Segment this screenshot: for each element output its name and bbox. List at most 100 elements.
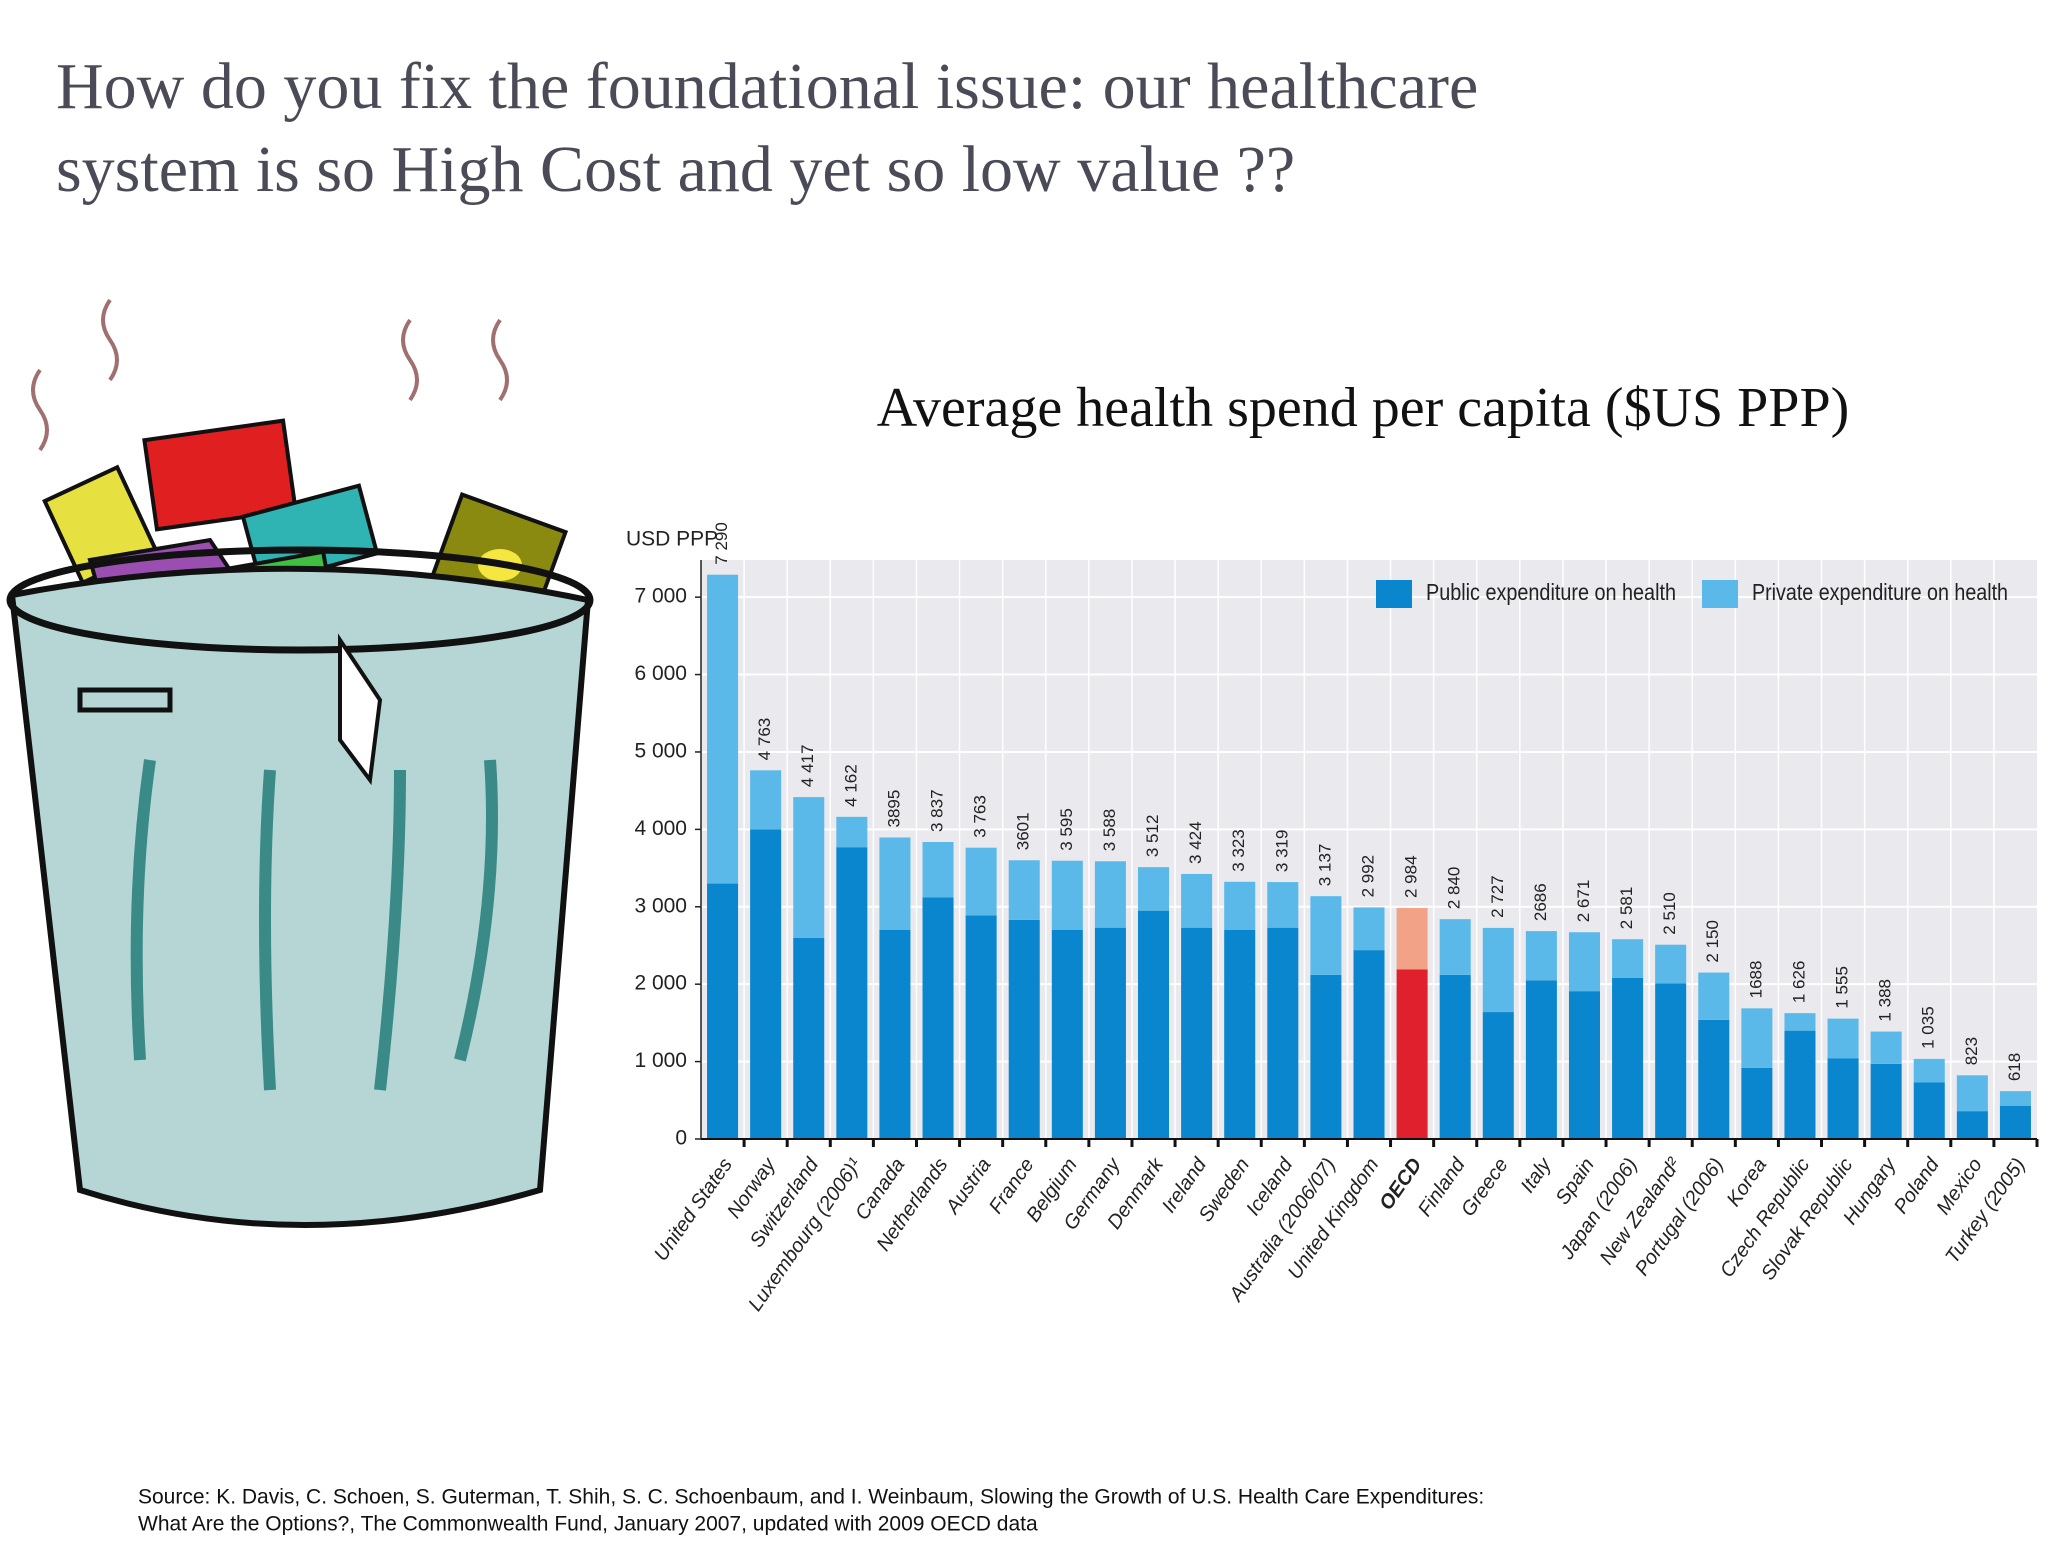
total-label: 3 595	[1057, 808, 1076, 851]
trash-can-illustration	[6, 298, 594, 1228]
bar-segment	[750, 829, 782, 1139]
bar-segment	[1267, 882, 1299, 928]
total-label: 1 626	[1789, 961, 1808, 1004]
bar-segment	[1224, 930, 1256, 1139]
bar-segment	[1999, 1091, 2031, 1106]
bar-segment	[1956, 1075, 1988, 1112]
total-label: 3 319	[1272, 830, 1291, 873]
total-label: 3 424	[1186, 821, 1205, 864]
bar-segment	[1698, 1019, 1730, 1139]
bar-segment	[1741, 1067, 1773, 1139]
y-tick-label: 4 000	[634, 817, 687, 840]
bar-segment	[1353, 950, 1385, 1139]
bar-segment	[1655, 983, 1687, 1139]
total-label: 3 588	[1100, 809, 1119, 852]
bar-segment	[1310, 896, 1342, 975]
bar-segment	[836, 847, 868, 1139]
total-label: 823	[1962, 1037, 1981, 1065]
total-label: 3 137	[1315, 844, 1334, 887]
bar-segment	[1181, 927, 1213, 1139]
bar-segment	[922, 841, 954, 898]
bar-segment	[1353, 907, 1385, 951]
bar-segment	[1224, 881, 1256, 931]
bar-segment	[1482, 1012, 1514, 1139]
total-label: 1 555	[1833, 966, 1852, 1009]
bar-segment	[1482, 927, 1514, 1013]
total-label: 2 840	[1445, 867, 1464, 910]
bar-segment	[1784, 1030, 1816, 1139]
y-tick-label: 5 000	[634, 740, 687, 763]
x-tick-label: Austria	[941, 1154, 995, 1218]
y-tick-label: 2 000	[634, 972, 687, 995]
total-label: 2 984	[1402, 855, 1421, 898]
bar-segment	[1008, 919, 1040, 1139]
bar-segment	[1138, 910, 1170, 1139]
y-axis-label: USD PPP	[626, 528, 718, 551]
legend-swatch	[1702, 580, 1738, 608]
bar-segment	[793, 937, 825, 1139]
total-label: 2686	[1531, 883, 1550, 921]
total-label: 3895	[884, 790, 903, 828]
bar-segment	[1956, 1111, 1988, 1139]
bar-segment	[1827, 1058, 1859, 1139]
bar-segment	[1439, 974, 1471, 1139]
bar-segment	[707, 574, 739, 884]
total-label: 3 763	[971, 795, 990, 838]
bar-segment	[1568, 991, 1600, 1139]
source-note: Source: K. Davis, C. Schoen, S. Guterman…	[138, 1486, 1484, 1509]
legend-swatch	[1376, 580, 1412, 608]
total-label: 2 992	[1358, 855, 1377, 898]
bar-segment	[879, 930, 911, 1139]
bar-segment	[1612, 977, 1644, 1139]
total-label: 3 837	[928, 789, 947, 832]
source-note: What Are the Options?, The Commonwealth …	[138, 1513, 1038, 1536]
bar-segment	[1655, 944, 1687, 984]
bar-segment	[1741, 1008, 1773, 1068]
x-tick-label: Italy	[1517, 1153, 1557, 1196]
bar-segment	[1051, 930, 1083, 1139]
slide-title: How do you fix the foundational issue: o…	[56, 50, 1478, 123]
bar-segment	[1525, 980, 1557, 1139]
total-label: 4 763	[755, 718, 774, 761]
bar-segment	[1138, 867, 1170, 911]
total-label: 4 162	[841, 764, 860, 807]
bar-segment	[1568, 932, 1600, 992]
total-label: 3 323	[1229, 829, 1248, 872]
y-tick-label: 3 000	[634, 894, 687, 917]
y-tick-label: 0	[675, 1127, 687, 1150]
y-tick-label: 1 000	[634, 1049, 687, 1072]
bar-segment	[1698, 972, 1730, 1020]
bar-segment	[1310, 974, 1342, 1139]
bar-segment	[1999, 1105, 2031, 1139]
total-label: 1 388	[1876, 979, 1895, 1022]
bar-segment	[1396, 908, 1428, 970]
total-label: 2 671	[1574, 880, 1593, 923]
total-label: 3 512	[1143, 815, 1162, 858]
bar-segment	[922, 897, 954, 1139]
bar-segment	[1784, 1013, 1816, 1031]
bar-segment	[1913, 1058, 1945, 1083]
slide-title: system is so High Cost and yet so low va…	[56, 133, 1295, 206]
bar-segment	[879, 837, 911, 931]
total-label: 1 035	[1919, 1006, 1938, 1049]
total-label: 2 581	[1617, 887, 1636, 930]
bar-segment	[1094, 861, 1126, 928]
total-label: 2 727	[1488, 875, 1507, 918]
bar-segment	[1008, 860, 1040, 920]
bar-segment	[1870, 1063, 1902, 1139]
bar-segment	[1181, 873, 1213, 928]
bar-segment	[1525, 931, 1557, 981]
total-label: 618	[2005, 1053, 2024, 1081]
bar-segment	[965, 847, 997, 916]
bar-segment	[707, 883, 739, 1139]
bar-segment	[965, 915, 997, 1139]
total-label: 3601	[1014, 812, 1033, 850]
bar-segment	[1913, 1082, 1945, 1139]
bar-segment	[1396, 969, 1428, 1139]
total-label: 7 290	[712, 522, 731, 565]
legend-label: Private expenditure on health	[1752, 579, 2008, 605]
y-tick-label: 6 000	[634, 662, 687, 685]
total-label: 2 510	[1660, 892, 1679, 935]
total-label: 1688	[1746, 961, 1765, 999]
